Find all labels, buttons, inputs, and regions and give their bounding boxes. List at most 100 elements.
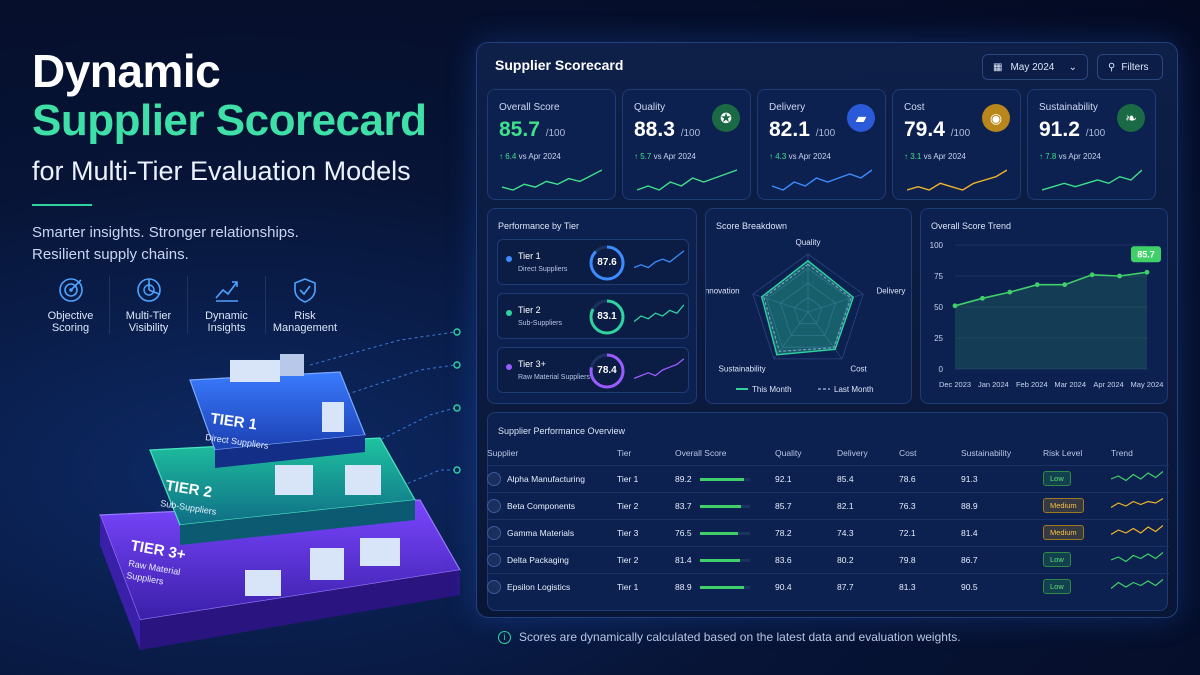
- kpi-sparkline: [637, 169, 737, 191]
- kpi-card-cost[interactable]: Cost 79.4 /100 ↑ 3.1 vs Apr 2024 ◉: [892, 89, 1021, 200]
- kpi-label: Cost: [904, 102, 925, 113]
- column-header[interactable]: Cost: [899, 447, 917, 458]
- kpi-card-overall-score[interactable]: Overall Score 85.7 /100 ↑ 6.4 vs Apr 2024: [487, 89, 616, 200]
- table-row[interactable]: Epsilon Logistics Tier 1 88.9 90.4 87.7 81.3 9…: [487, 572, 1169, 600]
- kpi-value: 85.7 /100: [499, 118, 566, 141]
- cell-delivery: 87.7: [837, 572, 899, 600]
- tier-sparkline: [634, 304, 684, 323]
- risk-badge: Low: [1043, 552, 1071, 567]
- tier-score-ring: [589, 245, 625, 281]
- tier-name: Tier 1: [518, 251, 541, 261]
- cell-overall: 88.9: [675, 572, 775, 600]
- tier-name: Tier 3+: [518, 359, 546, 369]
- trend-point: [1089, 272, 1095, 278]
- connector-nodes: [453, 328, 461, 474]
- cell-delivery: 85.4: [837, 464, 899, 492]
- hero-section: Dynamic Supplier Scorecard for Multi-Tie…: [32, 0, 472, 675]
- cell-cost: 76.3: [899, 491, 961, 519]
- column-header[interactable]: Quality: [775, 447, 802, 458]
- column-header[interactable]: Tier: [617, 447, 632, 458]
- cell-sustainability: 91.3: [961, 464, 1043, 492]
- tier-sparkline: [634, 250, 684, 269]
- cell-quality: 90.4: [775, 572, 837, 600]
- tier-sub: Raw Material Suppliers: [518, 374, 590, 381]
- kpi-change: ↑ 7.8 vs Apr 2024: [1039, 152, 1101, 161]
- trend-ytick-label: 0: [939, 365, 944, 374]
- tier-score-ring: [589, 353, 625, 389]
- column-header[interactable]: Supplier: [487, 447, 519, 458]
- trend-point: [1034, 282, 1040, 288]
- column-header[interactable]: Risk Level: [1043, 447, 1083, 458]
- trend-area: [955, 272, 1147, 369]
- target-icon: [58, 278, 83, 302]
- column-header[interactable]: Delivery: [837, 447, 868, 458]
- column-header[interactable]: Overall Score: [675, 447, 727, 458]
- kpi-label: Overall Score: [499, 102, 560, 113]
- score-breakdown-card: Score Breakdown Quality Delivery Cost Susta…: [705, 208, 912, 404]
- cell-tier: Tier 3: [617, 518, 675, 546]
- trend-ytick-label: 25: [934, 334, 943, 343]
- cell-trend: [1110, 491, 1169, 519]
- score-bar: [699, 477, 750, 481]
- cell-sustainability: 86.7: [961, 545, 1043, 573]
- radar-axis-label: Quality: [796, 238, 821, 247]
- dashed-connectors: [309, 331, 456, 496]
- trend-highlight-badge: [1131, 246, 1161, 263]
- kpi-card-delivery[interactable]: Delivery 82.1 /100 ↑ 4.3 vs Apr 2024 ▰: [757, 89, 886, 200]
- cell-risk: Medium: [1043, 491, 1111, 519]
- table-row[interactable]: Alpha Manufacturing Tier 1 89.2 92.1 85.4 78.…: [487, 464, 1169, 492]
- column-header[interactable]: Sustainability: [961, 447, 1012, 458]
- legend-this-month: This Month: [752, 385, 792, 394]
- card-title: Supplier Performance Overview: [498, 426, 626, 436]
- supplier-table: Supplier Tier Overall Score Quality Delivery…: [487, 441, 1169, 600]
- tier-row-1[interactable]: Tier 1 Direct Suppliers 87.6: [497, 239, 689, 285]
- trend-xtick-label: Apr 2024: [1093, 380, 1123, 389]
- kpi-card-sustainability[interactable]: Sustainability 91.2 /100 ↑ 7.8 vs Apr 2024…: [1027, 89, 1156, 200]
- tier-row-3[interactable]: Tier 3+ Raw Material Suppliers 78.4: [497, 347, 689, 393]
- score-bar: [699, 531, 750, 535]
- row-trend-sparkline: [1110, 470, 1164, 481]
- footer-text: Scores are dynamically calculated based …: [519, 630, 961, 644]
- feature-label: Scoring: [51, 322, 90, 334]
- tier-row-2[interactable]: Tier 2 Sub-Suppliers 83.1: [497, 293, 689, 339]
- feature-multi-tier-visibility: Multi-Tier Visibility: [110, 276, 188, 334]
- cell-risk: Low: [1043, 464, 1111, 492]
- column-header[interactable]: Trend: [1111, 447, 1133, 458]
- radar-grid-ring: [779, 282, 837, 336]
- feature-label: Management: [272, 322, 338, 334]
- trend-ytick-label: 50: [934, 303, 943, 312]
- radar-axis-label: Innovation: [706, 286, 740, 295]
- filter-icon: ⚲: [1108, 61, 1116, 73]
- cell-tier: Tier 1: [617, 464, 675, 492]
- row-trend-sparkline: [1110, 578, 1164, 589]
- risk-badge: Medium: [1043, 525, 1084, 540]
- tier-dot: [506, 256, 512, 262]
- kpi-card-quality[interactable]: Quality 88.3 /100 ↑ 5.7 vs Apr 2024 ✪: [622, 89, 751, 200]
- tagline-1: Smarter insights. Stronger relationships…: [32, 224, 299, 241]
- table-row[interactable]: Gamma Materials Tier 3 76.5 78.2 74.3 72.1 81.…: [487, 518, 1169, 546]
- trend-highlight-value: 85.7: [1137, 249, 1155, 259]
- trend-ytick-label: 100: [930, 241, 944, 250]
- tier-score-ring: [589, 299, 625, 335]
- kpi-sparkline: [772, 169, 872, 191]
- building-icons: [230, 354, 400, 596]
- tier-dot: [506, 364, 512, 370]
- filters-button[interactable]: ⚲ Filters: [1097, 54, 1163, 80]
- trend-xtick-label: Dec 2023: [939, 380, 971, 389]
- supplier-logo-icon: [487, 498, 501, 513]
- chevron-down-icon: ⌄: [1068, 61, 1077, 73]
- kpi-sparkline: [907, 169, 1007, 191]
- date-filter-dropdown[interactable]: ▦ May 2024 ⌄: [982, 54, 1088, 80]
- cell-risk: Low: [1043, 545, 1111, 573]
- cell-sustainability: 90.5: [961, 572, 1043, 600]
- table-row[interactable]: Delta Packaging Tier 2 81.4 83.6 80.2 79.8 86.…: [487, 545, 1169, 573]
- card-title: Score Breakdown: [716, 221, 788, 231]
- tier-score: 87.6: [597, 257, 617, 268]
- trend-xtick-label: Jan 2024: [978, 380, 1009, 389]
- table-row[interactable]: Beta Components Tier 2 83.7 85.7 82.1 76.3 88.…: [487, 491, 1169, 519]
- tier-sub: Sub-Suppliers: [518, 320, 562, 327]
- radar-grid-ring: [766, 268, 850, 348]
- feature-label: Visibility: [128, 322, 169, 334]
- dashboard-panel: Supplier Scorecard ▦ May 2024 ⌄ ⚲ Filter…: [476, 42, 1178, 618]
- radar-chart: Quality Delivery Cost Sustainability Innovat…: [706, 238, 905, 394]
